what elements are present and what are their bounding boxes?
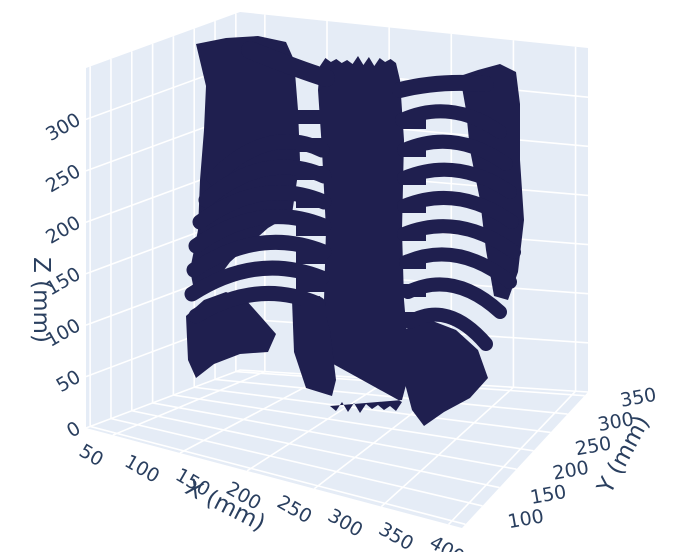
left-costal-joint [296, 278, 326, 292]
x-gridline-floor [131, 409, 500, 489]
x-gridline-floor [152, 402, 517, 470]
z-tick-label: 0 [63, 417, 84, 442]
right-costal-joint [400, 312, 426, 325]
left-costal-joint [296, 166, 326, 180]
right-costal-joint [400, 200, 426, 213]
y-tick-label: 250 [574, 432, 614, 460]
x-tick-label: 100 [121, 450, 163, 487]
spine-column [318, 56, 410, 413]
left-rib [188, 209, 332, 254]
left-costal-joint [296, 306, 326, 320]
z-axis-title: Z (mm) [28, 257, 54, 343]
x-gridline-floor [110, 417, 483, 507]
y-gridline-floor [112, 370, 266, 436]
right-costal-joint [400, 256, 426, 269]
x-tick-label: 300 [324, 504, 366, 541]
y-tick-label: 150 [529, 481, 569, 509]
left-costal-joint [296, 194, 326, 208]
y-tick-label: 200 [551, 457, 591, 485]
right-clavicle [392, 74, 494, 98]
left-costal-joint [296, 110, 326, 124]
z-tick-label: 250 [42, 160, 84, 197]
left-rib [186, 234, 332, 278]
left-costal-joint [296, 334, 326, 348]
x-gridline-floor [89, 425, 466, 526]
y-tick-label: 100 [506, 505, 546, 533]
y-gridline-floor [380, 386, 514, 508]
right-costal-joint [400, 228, 426, 241]
y-gridline-floor [179, 374, 328, 454]
z-tick-label: 200 [42, 212, 84, 249]
right-costal-joint [400, 284, 426, 297]
left-costal-joint [296, 138, 326, 152]
left-costal-joint [296, 250, 326, 264]
x-gridline-floor [173, 394, 534, 452]
rib-cage-mesh [184, 36, 524, 426]
right-costal-joint [400, 116, 426, 129]
x-tick-label: 350 [375, 518, 417, 552]
y-tick-label: 350 [619, 384, 659, 412]
right-costal-joint [400, 172, 426, 185]
x-tick-label: 400 [426, 532, 468, 552]
x-tick-label: 50 [75, 440, 107, 471]
y-gridline-floor [447, 390, 577, 525]
right-costal-joint [400, 340, 426, 353]
y-gridline-floor [246, 378, 390, 472]
z-tick-label: 50 [53, 366, 85, 397]
left-rib [188, 285, 326, 324]
x-gridline-floor [214, 378, 568, 415]
left-clavicle [241, 41, 335, 87]
left-rib [184, 260, 330, 302]
x-tick-label: 250 [273, 491, 315, 528]
x-gridline-floor [194, 386, 551, 434]
floor [86, 370, 588, 528]
left-costal-joint [296, 222, 326, 236]
right-costal-joint [400, 144, 426, 157]
z-tick-label: 300 [42, 109, 84, 146]
